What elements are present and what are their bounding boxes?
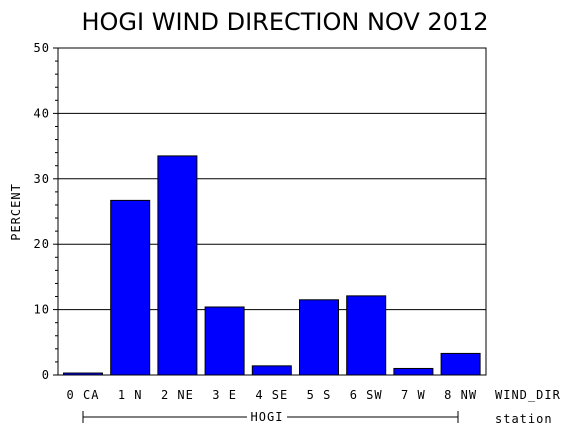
group-label-bg [247,409,287,425]
x-tick-label: 1 N [118,388,143,402]
y-tick-label: 40 [34,106,50,120]
x-axis-labels: 0 CA 1 N 2 NE 3 E 4 SE 5 S 6 SW 7 W 8 NW [67,388,477,402]
group-label: HOGI [251,410,284,424]
x-tick-label: 4 SE [255,388,288,402]
group-axis-label: station [495,412,553,426]
x-tick-label: 6 SW [350,388,383,402]
x-tick-label: 8 NW [444,388,477,402]
bars [63,155,481,376]
y-axis-ticks: 0 10 20 30 40 50 [34,41,58,382]
x-axis-label: WIND_DIR [495,388,561,402]
y-tick-label: 30 [34,172,50,186]
bar [110,199,151,376]
y-tick-label: 0 [42,368,50,382]
chart-title: HOGI WIND DIRECTION NOV 2012 [81,8,488,36]
bar [393,367,434,376]
bar [299,299,339,376]
y-tick-label: 10 [34,303,50,317]
bar [157,155,198,376]
x-tick-label: 0 CA [67,388,100,402]
y-axis-label: PERCENT [9,183,23,241]
bar [440,352,481,376]
x-tick-label: 7 W [401,388,426,402]
x-tick-label: 2 NE [161,388,194,402]
y-tick-label: 50 [34,41,50,55]
bar [204,306,245,376]
bar [251,365,292,376]
plot-frame [57,47,487,376]
y-tick-label: 20 [34,237,50,251]
bar [346,295,387,376]
x-tick-label: 5 S [307,388,332,402]
x-tick-label: 3 E [212,388,237,402]
